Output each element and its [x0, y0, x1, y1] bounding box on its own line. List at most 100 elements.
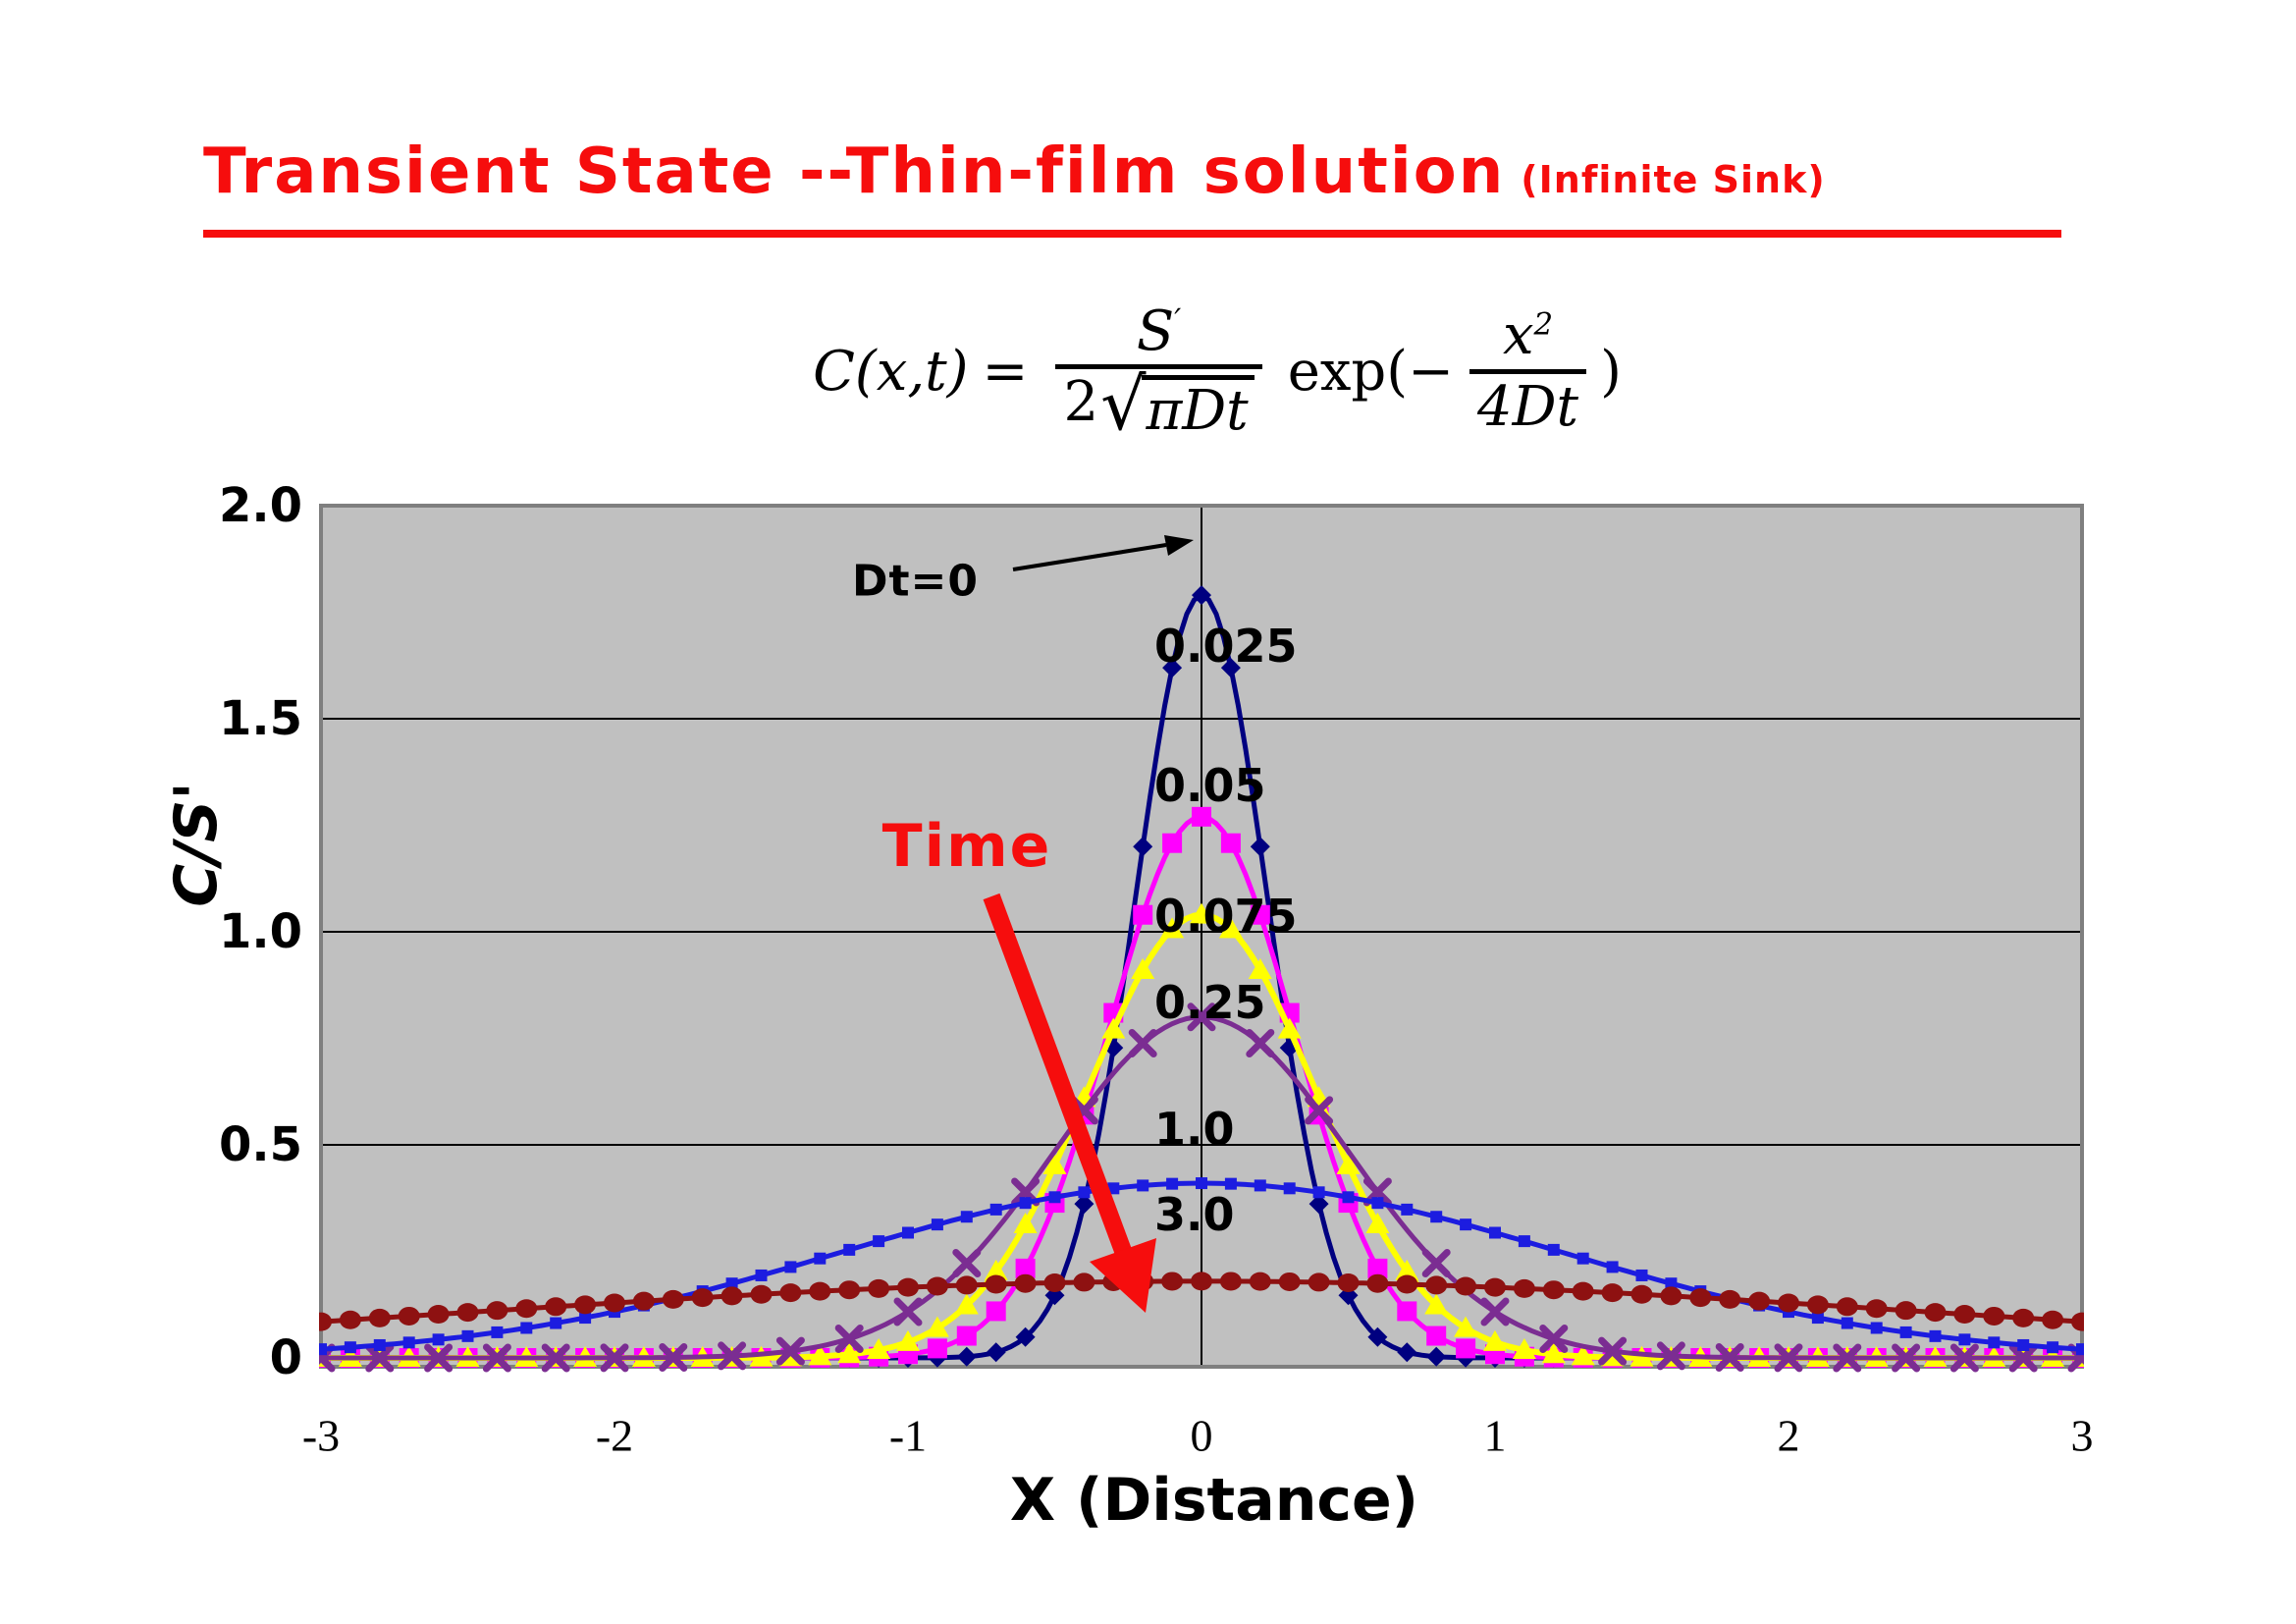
triangle-marker-dt-0.075: [1424, 1293, 1449, 1315]
circle-marker-dt-3.0: [1396, 1274, 1418, 1294]
square-marker-dt-0.05: [956, 1326, 977, 1346]
circle-marker-dt-3.0: [1513, 1278, 1535, 1298]
diamond-marker-dt-0.025: [1133, 837, 1153, 857]
circle-marker-dt-3.0: [1542, 1280, 1565, 1300]
smallsquare-marker-dt-1.0: [1283, 1182, 1296, 1195]
circle-marker-dt-3.0: [574, 1295, 597, 1315]
dt0-arrow-head-icon: [1164, 535, 1194, 556]
equation-lhs: C(x,t): [813, 339, 969, 404]
smallsquare-marker-dt-1.0: [1019, 1197, 1032, 1210]
circle-marker-dt-3.0: [1484, 1277, 1506, 1297]
equation-exp-fraction: x2 4Dt: [1469, 306, 1587, 439]
equation-exp-denominator: 4Dt: [1477, 374, 1579, 439]
square-marker-dt-0.05: [1162, 833, 1183, 853]
smallsquare-marker-dt-1.0: [960, 1211, 973, 1223]
triangle-marker-dt-0.075: [1218, 917, 1243, 939]
square-marker-dt-0.05: [927, 1338, 947, 1359]
xcross-marker-dt-0.25: [952, 1248, 982, 1277]
x-axis-title: X (Distance): [1009, 1466, 1419, 1535]
circle-marker-dt-3.0: [1660, 1286, 1682, 1306]
triangle-marker-dt-0.075: [1160, 917, 1185, 939]
diamond-marker-dt-0.025: [1308, 1194, 1329, 1215]
circle-marker-dt-3.0: [1748, 1291, 1771, 1311]
triangle-marker-dt-0.075: [1190, 902, 1213, 924]
circle-marker-dt-3.0: [1043, 1272, 1066, 1292]
circle-marker-dt-3.0: [779, 1283, 802, 1303]
square-marker-dt-0.05: [1367, 1258, 1388, 1278]
triangle-marker-dt-0.075: [1248, 957, 1272, 979]
circle-marker-dt-3.0: [1689, 1288, 1712, 1308]
xcross-marker-dt-0.25: [659, 1342, 688, 1372]
triangle-marker-dt-0.075: [867, 1338, 891, 1360]
smallsquare-marker-dt-1.0: [1254, 1179, 1266, 1192]
xcross-marker-dt-0.25: [1480, 1297, 1510, 1326]
triangle-marker-dt-0.075: [1541, 1342, 1566, 1364]
circle-marker-dt-3.0: [1924, 1303, 1947, 1323]
diamond-marker-dt-0.025: [1250, 837, 1270, 857]
circle-marker-dt-3.0: [985, 1274, 1007, 1294]
smallsquare-marker-dt-1.0: [1899, 1326, 1912, 1338]
square-marker-dt-0.05: [1397, 1301, 1417, 1322]
circle-marker-dt-3.0: [1219, 1272, 1242, 1291]
circle-marker-dt-3.0: [1778, 1293, 1799, 1313]
smallsquare-marker-dt-1.0: [1489, 1226, 1501, 1239]
diamond-marker-dt-0.025: [986, 1342, 1006, 1363]
circle-marker-dt-3.0: [604, 1293, 625, 1313]
xcross-marker-dt-0.25: [1656, 1341, 1685, 1371]
smallsquare-marker-dt-1.0: [1958, 1333, 1971, 1346]
triangle-marker-dt-0.075: [1454, 1316, 1478, 1337]
triangle-marker-dt-0.075: [896, 1329, 920, 1351]
circle-marker-dt-3.0: [1806, 1295, 1829, 1315]
xcross-marker-dt-0.25: [1421, 1248, 1451, 1277]
smallsquare-marker-dt-1.0: [579, 1312, 592, 1325]
triangle-marker-dt-0.075: [1483, 1329, 1507, 1351]
diamond-marker-dt-0.025: [1162, 658, 1183, 678]
smallsquare-marker-dt-1.0: [2017, 1338, 2030, 1351]
fraction-bar: [1469, 368, 1587, 374]
y-axis-title: C/S': [162, 782, 231, 907]
triangle-marker-dt-0.075: [954, 1293, 979, 1315]
smallsquare-marker-dt-1.0: [1137, 1179, 1149, 1192]
xcross-marker-dt-0.25: [1949, 1343, 1979, 1373]
smallsquare-marker-dt-1.0: [550, 1317, 562, 1329]
circle-marker-dt-3.0: [398, 1306, 420, 1326]
xcross-marker-dt-0.25: [600, 1343, 629, 1373]
circle-marker-dt-3.0: [515, 1299, 538, 1319]
smallsquare-marker-dt-1.0: [344, 1341, 356, 1354]
triangle-marker-dt-0.075: [925, 1316, 949, 1337]
time-arrow-head-icon: [1090, 1238, 1156, 1313]
smallsquare-marker-dt-1.0: [784, 1261, 797, 1273]
equation-exp-open: exp(−: [1287, 339, 1455, 404]
smallsquare-marker-dt-1.0: [1078, 1186, 1091, 1199]
smallsquare-marker-dt-1.0: [520, 1322, 533, 1334]
sqrt-icon: √: [1100, 363, 1147, 448]
circle-marker-dt-3.0: [1601, 1283, 1624, 1303]
smallsquare-marker-dt-1.0: [843, 1243, 856, 1256]
triangle-marker-dt-0.075: [1042, 1153, 1067, 1174]
smallsquare-marker-dt-1.0: [1841, 1317, 1853, 1329]
diamond-marker-dt-0.025: [1074, 1194, 1095, 1215]
smallsquare-marker-dt-1.0: [1401, 1203, 1414, 1216]
smallsquare-marker-dt-1.0: [755, 1269, 768, 1281]
diamond-marker-dt-0.025: [1192, 585, 1211, 606]
smallsquare-marker-dt-1.0: [902, 1226, 914, 1239]
xcross-marker-dt-0.25: [1128, 1028, 1157, 1057]
circle-marker-dt-3.0: [1366, 1273, 1389, 1293]
triangle-marker-dt-0.075: [1512, 1338, 1536, 1360]
circle-marker-dt-3.0: [368, 1308, 391, 1327]
circle-marker-dt-3.0: [1719, 1289, 1741, 1309]
triangle-marker-dt-0.075: [1571, 1344, 1595, 1366]
circle-marker-dt-3.0: [1895, 1301, 1917, 1321]
diamond-marker-dt-0.025: [1397, 1342, 1417, 1363]
circle-marker-dt-3.0: [545, 1297, 567, 1317]
circle-marker-dt-3.0: [897, 1277, 919, 1297]
circle-marker-dt-3.0: [1191, 1272, 1212, 1291]
xcross-marker-dt-0.25: [718, 1341, 747, 1371]
smallsquare-marker-dt-1.0: [2047, 1341, 2059, 1354]
time-arrow-shaft: [983, 893, 1135, 1263]
circle-marker-dt-3.0: [1953, 1305, 1976, 1325]
smallsquare-marker-dt-1.0: [725, 1277, 738, 1290]
title-underline: [203, 230, 2061, 238]
